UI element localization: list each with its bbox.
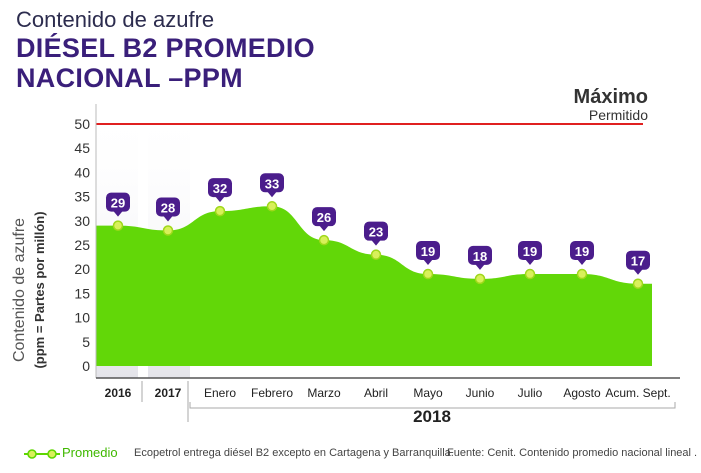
y-tick-label: 40 xyxy=(74,164,90,180)
data-badge-pointer xyxy=(163,215,173,222)
data-badge-pointer xyxy=(577,259,587,266)
data-label: 18 xyxy=(473,249,487,264)
data-badge-pointer xyxy=(319,225,329,232)
footer-note: Ecopetrol entrega diésel B2 excepto en C… xyxy=(134,447,454,459)
y-tick-label: 0 xyxy=(82,358,90,374)
data-badge-pointer xyxy=(633,268,643,275)
x-tick-label: Junio xyxy=(466,386,495,400)
data-badge xyxy=(570,241,594,261)
x-tick-label: Abril xyxy=(364,386,388,400)
data-badge xyxy=(416,241,440,261)
y-tick-label: 5 xyxy=(82,334,90,350)
data-badge xyxy=(208,178,232,198)
x-tick-label: Julio xyxy=(518,386,543,400)
limit-sublabel: Permitido xyxy=(589,107,648,123)
data-label: 29 xyxy=(111,196,125,211)
data-badge-pointer xyxy=(267,191,277,198)
data-label: 33 xyxy=(265,176,279,191)
data-badge-pointer xyxy=(475,263,485,270)
y-tick-label: 10 xyxy=(74,310,90,326)
data-point xyxy=(370,249,382,260)
series-area-promedio xyxy=(96,206,652,366)
data-point xyxy=(162,225,174,236)
legend-marker xyxy=(24,449,60,459)
data-badge xyxy=(518,241,542,261)
data-badge-pointer xyxy=(525,259,535,266)
data-label: 28 xyxy=(161,200,175,215)
y-axis-subtitle: (ppm = Partes por millón) xyxy=(32,211,47,368)
y-tick-label: 35 xyxy=(74,189,90,205)
data-badge xyxy=(312,207,336,227)
group-bracket xyxy=(189,402,676,409)
data-badge xyxy=(156,197,180,217)
data-badge-pointer xyxy=(215,196,225,203)
x-tick-label: 2017 xyxy=(155,386,182,400)
x-tick-label: Enero xyxy=(204,386,236,400)
data-point xyxy=(318,234,330,246)
footer-source: Fuente: Cenit. Contenido promedio nacion… xyxy=(447,447,698,459)
y-tick-label: 25 xyxy=(74,237,90,253)
data-point xyxy=(632,278,644,289)
x-tick-label: Mayo xyxy=(413,386,443,400)
data-point xyxy=(214,205,226,217)
data-badge xyxy=(626,250,650,270)
data-point xyxy=(112,220,124,231)
x-tick-label: Marzo xyxy=(307,386,341,400)
x-tick-label: Acum. Sept. xyxy=(605,386,670,400)
data-point xyxy=(524,268,536,280)
chart-title-line2: NACIONAL –PPM xyxy=(16,63,243,93)
data-label: 19 xyxy=(575,244,589,259)
data-badge xyxy=(468,245,492,265)
data-badge xyxy=(364,221,388,241)
y-tick-label: 45 xyxy=(74,140,90,156)
data-label: 19 xyxy=(523,244,537,259)
x-tick-label: 2016 xyxy=(105,386,132,400)
chart-subtitle: Contenido de azufre xyxy=(16,7,215,32)
y-tick-label: 50 xyxy=(74,116,90,132)
data-label: 32 xyxy=(213,181,227,196)
data-badge-pointer xyxy=(113,210,123,217)
chart-title-line1: DIÉSEL B2 PROMEDIO xyxy=(16,33,315,63)
x-tick-label: Febrero xyxy=(251,386,293,400)
data-badge xyxy=(260,173,284,193)
y-tick-label: 30 xyxy=(74,213,90,229)
data-label: 26 xyxy=(317,210,331,225)
y-tick-label: 20 xyxy=(74,261,90,277)
data-badge-pointer xyxy=(371,239,381,246)
data-label: 23 xyxy=(369,225,383,240)
data-badge xyxy=(106,192,130,212)
data-badge-pointer xyxy=(423,259,433,266)
x-tick-label: Agosto xyxy=(563,386,601,400)
data-point xyxy=(422,268,434,280)
data-point xyxy=(474,273,486,285)
y-axis-title: Contenido de azufre xyxy=(11,218,28,362)
y-tick-label: 15 xyxy=(74,285,90,301)
group-label-2018: 2018 xyxy=(413,407,451,426)
limit-label: Máximo xyxy=(574,86,648,108)
data-point xyxy=(266,201,278,212)
data-label: 17 xyxy=(631,254,645,269)
data-label: 19 xyxy=(421,244,435,259)
data-point xyxy=(576,268,588,280)
legend-label: Promedio xyxy=(62,445,118,460)
